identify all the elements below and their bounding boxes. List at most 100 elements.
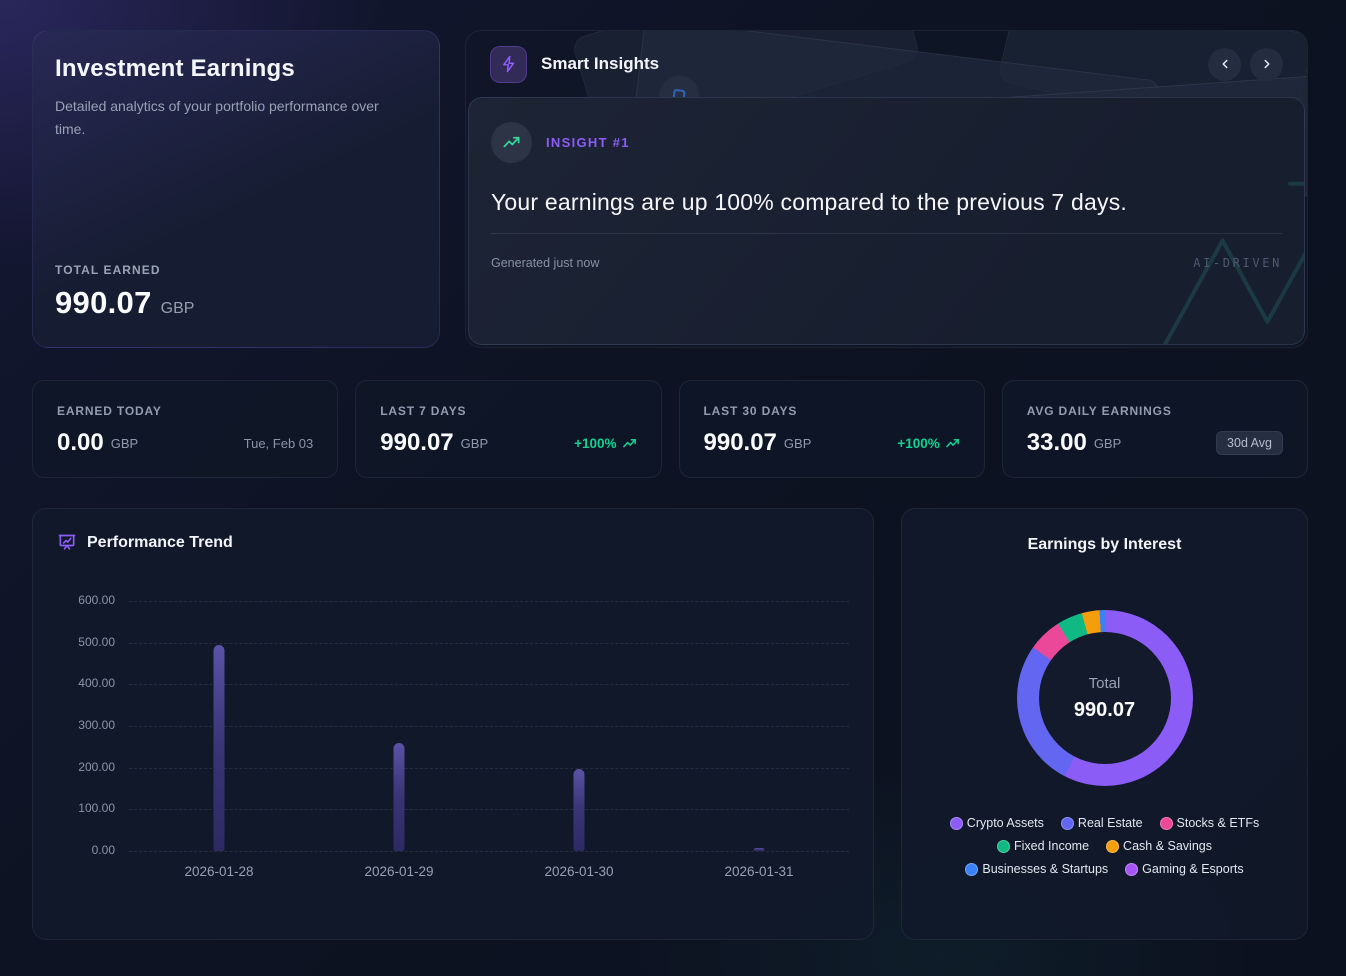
- gridline: [129, 642, 849, 644]
- legend-item-cash-savings[interactable]: Cash & Savings: [1106, 839, 1212, 853]
- stat-label: AVG DAILY EARNINGS: [1026, 404, 1172, 418]
- bar-columns: [129, 601, 849, 851]
- legend-row: Fixed Income Cash & Savings: [997, 839, 1212, 853]
- y-tick-label: 300.00: [78, 718, 115, 732]
- stat-label: EARNED TODAY: [57, 404, 162, 418]
- stat-value: 990.07: [703, 429, 777, 456]
- donut-chart[interactable]: Total 990.07: [1016, 610, 1193, 786]
- gridline: [129, 851, 849, 852]
- donut-center: Total 990.07: [1038, 632, 1171, 764]
- stat-trend-badge: +100%: [574, 436, 636, 451]
- legend-item-stocks-etfs[interactable]: Stocks & ETFs: [1159, 816, 1259, 830]
- charts-row: Performance Trend 600.00 500.00 400.00 300.…: [32, 508, 1308, 940]
- legend-label: Real Estate: [1077, 816, 1143, 830]
- stats-row: EARNED TODAY 0.00 GBP Tue, Feb 03 LAST 7…: [32, 380, 1308, 478]
- total-earned-currency: GBP: [160, 300, 195, 317]
- total-earned-value: 990.07: [55, 285, 152, 320]
- legend-label: Crypto Assets: [966, 816, 1044, 830]
- insight-card: INSIGHT #1 Your earnings are up 100% com…: [468, 97, 1305, 345]
- donut-center-label: Total: [1088, 674, 1121, 692]
- ai-driven-tag: AI-DRIVEN: [1193, 256, 1282, 270]
- stat-trend-badge: +100%: [897, 436, 959, 451]
- page-title: Investment Earnings: [55, 55, 295, 82]
- insight-generated-time: Generated just now: [491, 256, 600, 270]
- bar-2026-01-29[interactable]: [393, 742, 405, 851]
- legend-dot-icon: [1125, 862, 1139, 876]
- stat-currency: GBP: [783, 435, 812, 451]
- legend-item-crypto-assets[interactable]: Crypto Assets: [949, 816, 1044, 830]
- trend-percent: +100%: [574, 435, 617, 451]
- trend-percent: +100%: [897, 435, 940, 451]
- legend-dot-icon: [997, 839, 1011, 853]
- legend-label: Gaming & Esports: [1142, 862, 1244, 876]
- trend-plot-area: [129, 601, 849, 852]
- legend-dot-icon: [949, 816, 963, 830]
- insight-badge: INSIGHT #1: [546, 135, 630, 150]
- stat-card-avg-daily: AVG DAILY EARNINGS 33.00 GBP 30d Avg: [1001, 380, 1308, 478]
- bar-column: [309, 601, 489, 851]
- y-tick-label: 0.00: [91, 843, 115, 857]
- trend-chart-title: Performance Trend: [87, 534, 233, 551]
- hero-card: Investment Earnings Detailed analytics o…: [32, 30, 440, 348]
- divider: [491, 233, 1282, 234]
- legend-dot-icon: [965, 862, 979, 876]
- lightning-bolt-icon: [490, 45, 527, 83]
- insights-title: Smart Insights: [541, 54, 660, 73]
- gridline: [129, 684, 849, 686]
- trending-up-icon: [491, 122, 532, 163]
- stat-currency: GBP: [1093, 435, 1122, 451]
- bar-2026-01-30[interactable]: [573, 768, 585, 851]
- x-tick-label: 2026-01-29: [364, 864, 434, 879]
- stat-card-earned-today: EARNED TODAY 0.00 GBP Tue, Feb 03: [32, 380, 339, 478]
- gridline: [129, 767, 849, 769]
- trend-x-axis: 2026-01-28 2026-01-29 2026-01-30 2026-01-31: [129, 864, 849, 879]
- x-tick-label: 2026-01-30: [544, 864, 614, 879]
- y-tick-label: 100.00: [78, 801, 115, 816]
- legend-label: Fixed Income: [1014, 839, 1090, 853]
- prev-insight-button[interactable]: [1208, 47, 1241, 81]
- legend-label: Businesses & Startups: [982, 862, 1109, 876]
- gridline: [129, 601, 849, 602]
- trending-up-mini-icon: [622, 438, 636, 447]
- trend-y-axis: 600.00 500.00 400.00 300.00 200.00 100.00 0.00: [57, 593, 129, 857]
- insights-header: Smart Insights: [466, 31, 1307, 97]
- trending-up-watermark-icon: [1146, 97, 1305, 345]
- chevron-left-icon: [1221, 59, 1228, 69]
- legend-dot-icon: [1106, 839, 1120, 853]
- bar-2026-01-31[interactable]: [753, 847, 765, 851]
- legend-item-real-estate[interactable]: Real Estate: [1060, 816, 1143, 830]
- legend-row: Businesses & Startups Gaming & Esports: [965, 862, 1244, 876]
- y-tick-label: 200.00: [78, 759, 115, 774]
- insight-headline: Your earnings are up 100% compared to th…: [491, 189, 1127, 215]
- trend-chart: 600.00 500.00 400.00 300.00 200.00 100.00 0.00…: [57, 593, 849, 879]
- stat-label: LAST 7 DAYS: [380, 404, 467, 418]
- gridline: [129, 726, 849, 727]
- x-tick-label: 2026-01-28: [184, 864, 254, 879]
- legend-item-businesses-startups[interactable]: Businesses & Startups: [965, 862, 1108, 876]
- page-subtitle: Detailed analytics of your portfolio per…: [55, 98, 379, 138]
- next-insight-button[interactable]: [1250, 47, 1283, 81]
- gridline: [129, 809, 849, 811]
- stat-value: 0.00: [57, 429, 104, 456]
- legend-item-fixed-income[interactable]: Fixed Income: [997, 839, 1089, 853]
- chevron-right-icon: [1263, 59, 1270, 69]
- stat-pill-badge: 30d Avg: [1216, 431, 1283, 455]
- legend-label: Cash & Savings: [1123, 839, 1212, 853]
- performance-trend-card: Performance Trend 600.00 500.00 400.00 300.…: [32, 508, 874, 940]
- stat-date: Tue, Feb 03: [243, 435, 314, 451]
- y-tick-label: 500.00: [78, 634, 115, 649]
- legend-dot-icon: [1159, 816, 1173, 830]
- stat-label: LAST 30 DAYS: [703, 404, 798, 418]
- legend-item-gaming-esports[interactable]: Gaming & Esports: [1125, 862, 1244, 876]
- bar-column: [489, 601, 669, 851]
- legend-dot-icon: [1060, 816, 1074, 830]
- stat-currency: GBP: [110, 435, 139, 451]
- stat-card-last-30-days: LAST 30 DAYS 990.07 GBP +100%: [678, 380, 985, 478]
- smart-insights-panel: Smart Insights INSIGHT #1 Yo: [465, 30, 1308, 348]
- top-row: Investment Earnings Detailed analytics o…: [32, 30, 1308, 348]
- stat-card-last-7-days: LAST 7 DAYS 990.07 GBP +100%: [355, 380, 662, 478]
- trending-up-mini-icon: [945, 438, 959, 447]
- stat-value: 990.07: [380, 429, 454, 456]
- bar-2026-01-28[interactable]: [213, 644, 225, 851]
- y-tick-label: 600.00: [78, 593, 115, 607]
